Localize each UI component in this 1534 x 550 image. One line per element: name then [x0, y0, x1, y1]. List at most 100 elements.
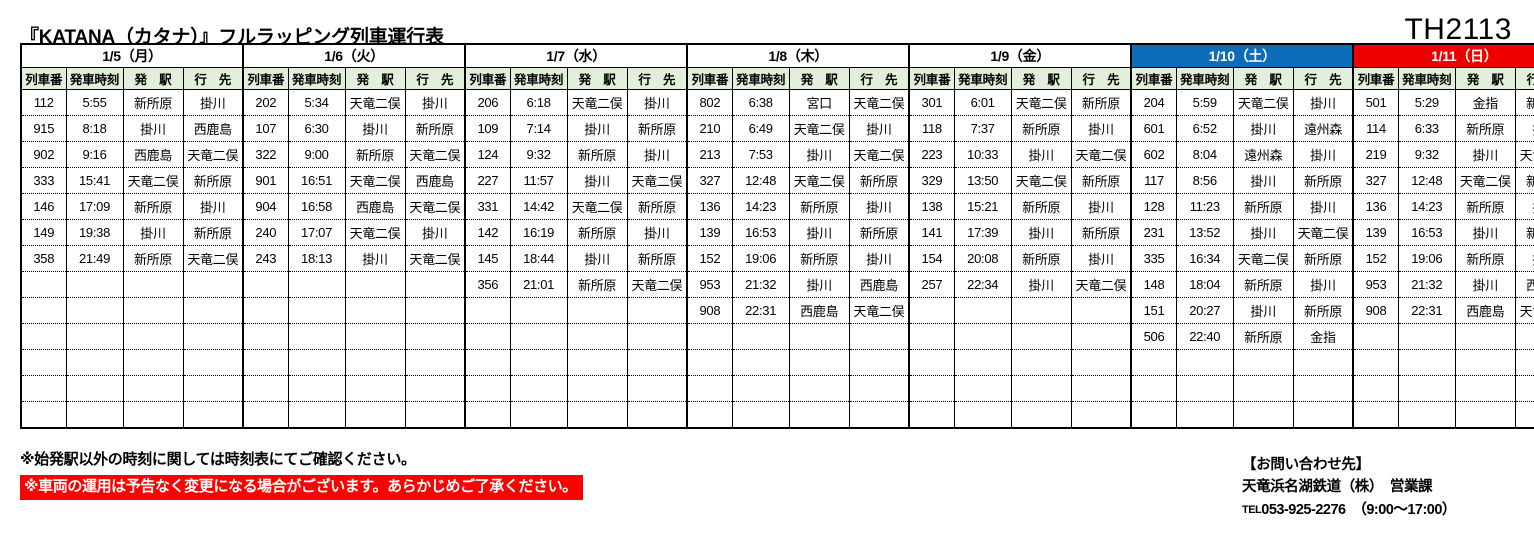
cell-train-no — [1130, 349, 1177, 376]
cell-departure-time: 17:07 — [287, 219, 346, 246]
cell-from-station: 掛川 — [1454, 271, 1516, 298]
cell-train-no: 128 — [1130, 193, 1177, 220]
cell-train-no: 204 — [1130, 89, 1177, 116]
cell-train-no: 356 — [464, 271, 511, 298]
cell-from-station: 掛川 — [1010, 141, 1072, 168]
cell-from-station: 新所原 — [122, 89, 184, 116]
cell-departure-time — [953, 375, 1012, 402]
cell-from-station — [122, 323, 184, 350]
cell-departure-time: 13:52 — [1175, 219, 1234, 246]
cell-departure-time: 5:59 — [1175, 89, 1234, 116]
cell-departure-time: 9:32 — [1397, 141, 1456, 168]
tel-icon: TEL — [1242, 504, 1262, 516]
cell-departure-time: 17:09 — [65, 193, 124, 220]
cell-train-no — [20, 271, 67, 298]
cell-departure-time: 20:27 — [1175, 297, 1234, 324]
cell-to-station: 天竜二俣 — [626, 271, 689, 298]
cell-train-no — [1352, 401, 1399, 429]
cell-from-station: 新所原 — [1232, 271, 1294, 298]
cell-departure-time: 19:06 — [731, 245, 790, 272]
cell-from-station: 掛川 — [1454, 219, 1516, 246]
cell-to-station — [848, 323, 911, 350]
cell-departure-time: 16:51 — [287, 167, 346, 194]
cell-to-station — [1514, 349, 1534, 376]
cell-from-station — [788, 401, 850, 429]
cell-departure-time — [953, 323, 1012, 350]
cell-to-station — [626, 349, 689, 376]
cell-departure-time: 9:00 — [287, 141, 346, 168]
cell-from-station: 天竜二俣 — [344, 219, 406, 246]
cell-train-no — [1130, 401, 1177, 429]
cell-from-station: 新所原 — [1010, 193, 1072, 220]
cell-train-no: 152 — [1352, 245, 1399, 272]
cell-departure-time — [953, 349, 1012, 376]
cell-departure-time: 13:50 — [953, 167, 1012, 194]
col-header-0-day-1: 列車番 — [242, 67, 289, 90]
cell-departure-time: 9:32 — [509, 141, 568, 168]
page-title: 『KATANA（カタナ）』フルラッピング列車運行表 — [20, 27, 444, 48]
cell-train-no: 904 — [242, 193, 289, 220]
cell-from-station: 金指 — [1454, 89, 1516, 116]
table-row: 356 21:01 新所原 天竜二俣 953 21:32 掛川 西鹿島 257 22:34 掛川 天竜… — [20, 271, 1534, 298]
col-header-1-day-1: 発車時刻 — [287, 67, 346, 90]
col-header-1-day-4: 発車時刻 — [953, 67, 1012, 90]
col-header-2-day-2: 発 駅 — [566, 67, 628, 90]
cell-from-station — [1010, 375, 1072, 402]
cell-train-no: 109 — [464, 115, 511, 142]
cell-departure-time: 10:33 — [953, 141, 1012, 168]
cell-to-station: 天竜二俣 — [182, 245, 245, 272]
table-row: 146 17:09 新所原 掛川 904 16:58 西鹿島 天竜二俣 331 14:42 天竜二俣… — [20, 193, 1534, 220]
vehicle-code-label: TH2113 — [1404, 13, 1512, 46]
cell-from-station: 天竜二俣 — [566, 193, 628, 220]
cell-from-station: 新所原 — [344, 141, 406, 168]
cell-from-station: 掛川 — [1232, 297, 1294, 324]
cell-from-station — [1454, 323, 1516, 350]
cell-train-no: 227 — [464, 167, 511, 194]
cell-from-station: 掛川 — [788, 219, 850, 246]
cell-departure-time — [1175, 401, 1234, 429]
table-row: 506 22:40 新所原 金指 — [20, 323, 1534, 350]
cell-train-no: 124 — [464, 141, 511, 168]
cell-train-no: 322 — [242, 141, 289, 168]
cell-to-station: 新所原 — [1292, 245, 1355, 272]
cell-to-station: 天竜二俣 — [1514, 297, 1534, 324]
cell-from-station: 新所原 — [1232, 323, 1294, 350]
cell-from-station: 掛川 — [566, 245, 628, 272]
cell-to-station: 掛川 — [1514, 115, 1534, 142]
cell-to-station — [182, 323, 245, 350]
cell-train-no — [1352, 375, 1399, 402]
cell-departure-time: 6:38 — [731, 89, 790, 116]
cell-to-station: 掛川 — [1292, 141, 1355, 168]
cell-departure-time: 22:31 — [1397, 297, 1456, 324]
cell-train-no: 219 — [1352, 141, 1399, 168]
cell-from-station: 掛川 — [1454, 141, 1516, 168]
cell-train-no: 138 — [908, 193, 955, 220]
cell-to-station — [1070, 375, 1133, 402]
cell-departure-time: 19:06 — [1397, 245, 1456, 272]
cell-from-station: 天竜二俣 — [1010, 89, 1072, 116]
cell-to-station: 天竜二俣 — [626, 167, 689, 194]
cell-train-no: 331 — [464, 193, 511, 220]
cell-to-station: 新所原 — [626, 193, 689, 220]
cell-departure-time: 19:38 — [65, 219, 124, 246]
cell-train-no: 152 — [686, 245, 733, 272]
cell-to-station: 掛川 — [182, 193, 245, 220]
cell-to-station: 新所原 — [404, 115, 467, 142]
cell-train-no — [1352, 349, 1399, 376]
cell-departure-time — [509, 323, 568, 350]
cell-from-station: 新所原 — [1454, 193, 1516, 220]
cell-from-station — [566, 375, 628, 402]
contact-block: 【お問い合わせ先】 天竜浜名湖鉄道（株） 営業課 TEL053-925-2276… — [1242, 455, 1512, 521]
cell-train-no — [464, 401, 511, 429]
cell-departure-time — [65, 401, 124, 429]
cell-train-no: 146 — [20, 193, 67, 220]
table-row: 908 22:31 西鹿島 天竜二俣 151 20:27 掛川 新所原 908 22:31 西鹿島天… — [20, 297, 1534, 324]
cell-to-station — [182, 375, 245, 402]
cell-departure-time: 6:49 — [731, 115, 790, 142]
cell-from-station — [1232, 375, 1294, 402]
cell-train-no: 112 — [20, 89, 67, 116]
table-row — [20, 375, 1534, 402]
cell-from-station: 西鹿島 — [122, 141, 184, 168]
cell-departure-time — [287, 349, 346, 376]
cell-departure-time: 16:53 — [1397, 219, 1456, 246]
